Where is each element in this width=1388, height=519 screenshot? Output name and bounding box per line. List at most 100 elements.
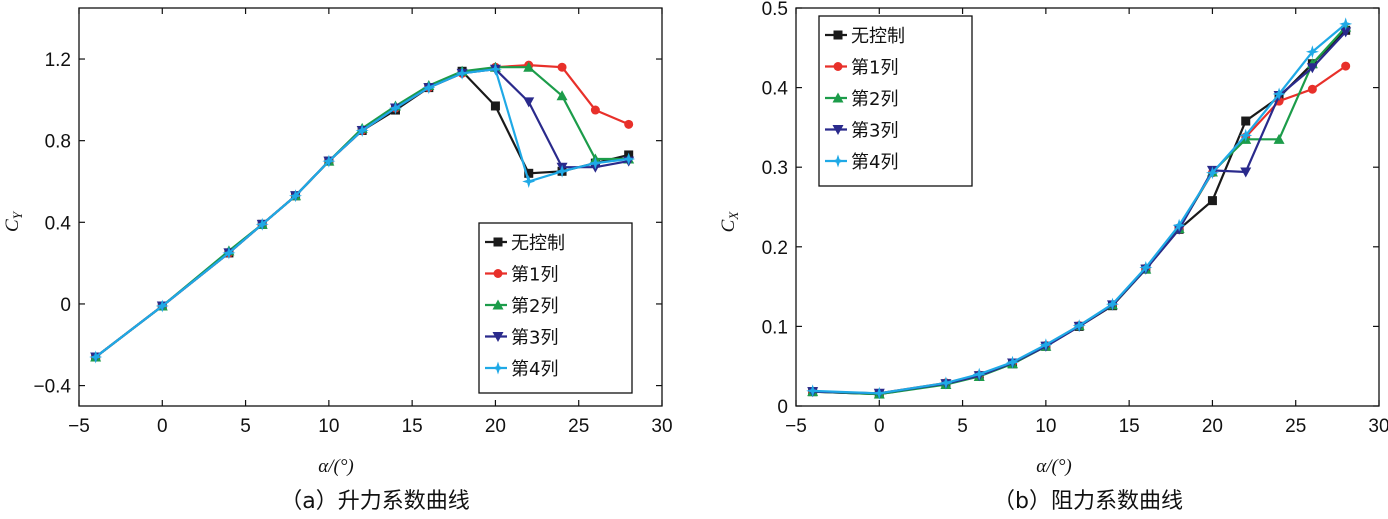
x-tick-label: 0 <box>874 416 885 437</box>
data-point <box>1341 61 1351 71</box>
data-point <box>488 62 502 76</box>
data-point <box>590 105 600 115</box>
legend-marker <box>493 237 503 247</box>
x-tick-label: 15 <box>402 416 423 437</box>
legend-label: 第3列 <box>511 328 558 349</box>
data-point <box>556 90 568 101</box>
data-point <box>1272 87 1286 101</box>
legend-label: 第4列 <box>511 359 558 380</box>
y-tick-label: 0.4 <box>762 79 789 100</box>
data-point <box>1241 116 1251 126</box>
legend-marker <box>833 30 843 40</box>
x-tick-label: 5 <box>240 416 251 437</box>
y-tick-label: 0.1 <box>762 317 788 338</box>
data-point <box>1139 261 1153 274</box>
data-point <box>624 119 634 129</box>
legend-entry: 第3列 <box>825 121 898 142</box>
data-point <box>355 124 369 137</box>
legend-marker <box>492 332 504 342</box>
data-point <box>490 101 500 111</box>
y-tick-label: 0.2 <box>762 238 788 259</box>
legend-label: 第2列 <box>511 296 558 317</box>
data-point <box>255 217 269 231</box>
legend-marker <box>491 361 505 375</box>
legend-entry: 第4列 <box>825 152 898 173</box>
legend-label: 第3列 <box>851 121 898 142</box>
x-tick-label: 0 <box>157 416 168 437</box>
data-point <box>555 164 569 178</box>
legend-marker <box>832 125 844 135</box>
x-tick-label: 20 <box>1202 416 1223 437</box>
data-point <box>1339 17 1353 31</box>
data-point <box>1305 45 1319 59</box>
legend-label: 第2列 <box>851 89 898 110</box>
data-point <box>588 156 602 170</box>
chart-panel-b: −5 0 5 10 15 20 25 3000.10.20.30.40.5α/(°)CX（b）… <box>718 0 1388 514</box>
x-tick-label: 10 <box>1035 416 1056 437</box>
legend-marker <box>492 299 504 310</box>
y-axis-label: CY <box>2 210 25 232</box>
legend-entry: 第1列 <box>825 58 898 79</box>
data-point <box>557 62 567 72</box>
legend-entry: 无控制 <box>485 233 565 254</box>
data-point <box>1340 27 1352 38</box>
x-axis-label: α/(°) <box>318 456 354 477</box>
y-tick-label: 0.4 <box>45 213 72 234</box>
series-5 <box>89 62 636 364</box>
data-point <box>806 384 820 398</box>
legend-label: 无控制 <box>511 233 565 254</box>
series-5 <box>806 17 1353 400</box>
x-tick-label: 30 <box>651 416 672 437</box>
data-point <box>1205 166 1219 180</box>
data-point <box>1240 167 1252 178</box>
legend-box <box>818 15 973 187</box>
plot-area <box>795 7 1380 407</box>
data-point <box>939 376 953 390</box>
x-tick-label: 5 <box>957 416 968 437</box>
figure-caption: （b）阻力系数曲线 <box>993 489 1183 514</box>
data-point <box>1306 63 1318 74</box>
data-point <box>89 350 103 364</box>
legend-label: 无控制 <box>851 26 905 47</box>
legend-box <box>478 222 633 394</box>
y-axis-label: CX <box>718 211 741 233</box>
data-point <box>523 97 535 108</box>
legend-marker <box>833 62 843 71</box>
y-tick-label: 0 <box>777 397 788 418</box>
data-point <box>1172 218 1186 232</box>
data-point <box>322 154 336 168</box>
y-tick-label: 0.5 <box>762 0 788 20</box>
x-tick-label: −5 <box>68 416 90 437</box>
x-axis-label: α/(°) <box>1036 456 1072 477</box>
data-point <box>1072 319 1086 333</box>
legend-marker <box>832 92 844 103</box>
data-point <box>1106 297 1119 311</box>
figure-caption: （a）升力系数曲线 <box>280 489 469 514</box>
legend-entry: 第2列 <box>825 89 898 110</box>
x-tick-label: 30 <box>1368 416 1388 437</box>
data-point <box>1207 196 1217 206</box>
legend-label: 第1列 <box>851 58 898 79</box>
y-tick-label: 1.2 <box>45 50 71 71</box>
y-tick-label: −0.4 <box>33 377 71 398</box>
legend-entry: 第4列 <box>485 359 558 380</box>
legend-marker <box>831 154 845 168</box>
chart-panel-a: −5 0 5 10 15 20 25 30 −0.4 0 0.4 0.8 1.2 α/(°) CY （a）升力… <box>2 7 673 514</box>
y-tick-label: 0 <box>60 295 71 316</box>
data-point <box>972 367 986 381</box>
data-point <box>1273 133 1285 144</box>
data-point <box>523 61 535 72</box>
legend-entry: 第3列 <box>485 328 558 349</box>
data-point <box>289 189 302 203</box>
x-tick-label: 15 <box>1119 416 1140 437</box>
data-point <box>522 175 536 188</box>
x-tick-label: 10 <box>318 416 339 437</box>
data-point <box>155 299 169 313</box>
data-point <box>455 66 469 80</box>
data-point <box>622 152 636 166</box>
x-tick-label: −5 <box>785 416 807 437</box>
legend-label: 第1列 <box>511 265 558 286</box>
